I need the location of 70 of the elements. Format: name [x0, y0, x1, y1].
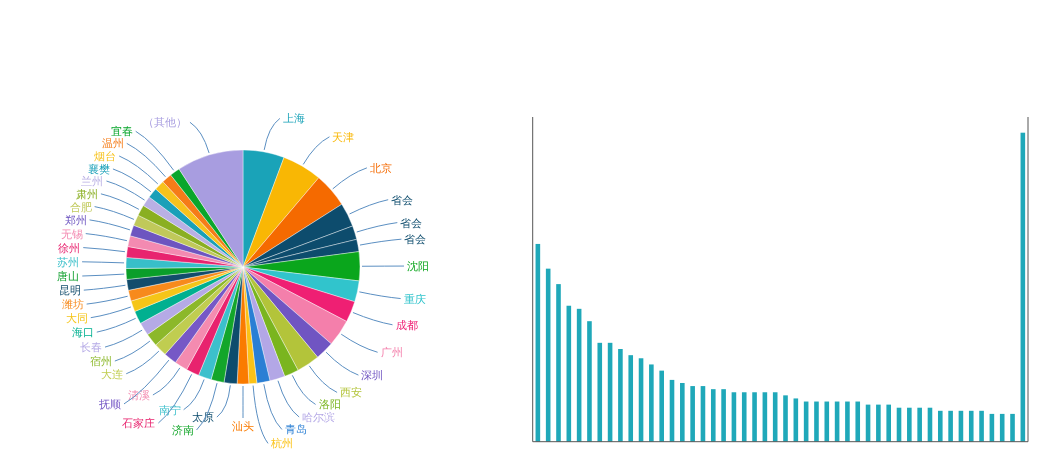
slice-label: 上海 — [282, 112, 305, 126]
slice-label: 合肥 — [69, 200, 92, 214]
slice-label: 抚顺 — [98, 397, 122, 411]
bar — [937, 410, 943, 442]
bar — [855, 401, 861, 442]
bar — [917, 407, 922, 442]
bar — [814, 401, 819, 442]
bar — [979, 410, 984, 442]
slice-label: 济南 — [171, 423, 194, 437]
bar — [680, 382, 685, 442]
slice-label: 杭州 — [270, 437, 293, 451]
bar — [556, 284, 561, 442]
bar — [824, 401, 830, 442]
slice-label: 洛阳 — [318, 398, 341, 412]
slice-label: 深圳 — [361, 369, 384, 383]
slice-label: 哈尔滨 — [302, 411, 336, 425]
slice-label: 汕头 — [232, 420, 254, 433]
bar — [968, 410, 974, 442]
slice-label: 海口 — [71, 326, 94, 340]
bar — [948, 410, 953, 442]
slice-label: 沈阳 — [407, 260, 429, 274]
slice-label: 省会 — [400, 216, 423, 230]
slice-label: 大同 — [65, 311, 88, 325]
slice-label: 昆明 — [58, 284, 81, 298]
bar — [649, 364, 654, 442]
bar — [752, 392, 757, 442]
slice-label: 肃州 — [75, 187, 98, 201]
slice-label: 北京 — [369, 161, 392, 175]
bar — [618, 349, 623, 442]
bar — [783, 395, 788, 442]
bar — [1010, 413, 1015, 442]
bar — [710, 389, 716, 442]
slice-label: 长春 — [80, 341, 102, 355]
slice-label: 省会 — [404, 233, 427, 247]
bar — [845, 401, 850, 442]
bar — [587, 321, 592, 442]
slice-label: 天津 — [332, 130, 355, 144]
slice-label: 西安 — [340, 386, 363, 400]
slice-label: 宿州 — [89, 355, 112, 369]
bar — [690, 386, 695, 442]
bar — [876, 404, 881, 442]
slice-label: 徐州 — [58, 241, 81, 255]
slice-label: 省会 — [391, 193, 414, 207]
slice-label: 宜春 — [110, 125, 133, 139]
slice-label: 太原 — [191, 411, 214, 425]
slice-label: 南宁 — [158, 403, 181, 417]
slice-label: （其他） — [142, 116, 187, 130]
slice-label: 大连 — [101, 367, 124, 381]
bar — [721, 389, 726, 442]
slice-label: 成都 — [395, 318, 418, 332]
slice-label: 郑州 — [64, 213, 87, 227]
slice-label: 重庆 — [403, 292, 426, 306]
bar — [741, 392, 747, 442]
slice-label: 温州 — [101, 137, 124, 151]
bar — [907, 407, 912, 442]
bar — [999, 413, 1005, 442]
slice-label: 唐山 — [57, 270, 80, 284]
slice-label: 潍坊 — [61, 298, 84, 312]
slice-label: 兰州 — [81, 175, 104, 188]
slice-label: 苏州 — [57, 255, 80, 269]
slice-label: 无锡 — [60, 227, 83, 241]
slice-label: 广州 — [380, 346, 403, 360]
slice-label: 青岛 — [284, 423, 307, 437]
bar — [597, 342, 603, 442]
bar — [628, 355, 634, 442]
bar — [886, 404, 891, 442]
slice-label: 石家庄 — [122, 417, 156, 431]
slice-label: 襄樊 — [87, 162, 110, 176]
bar — [659, 370, 664, 442]
slice-label: 烟台 — [94, 149, 117, 163]
